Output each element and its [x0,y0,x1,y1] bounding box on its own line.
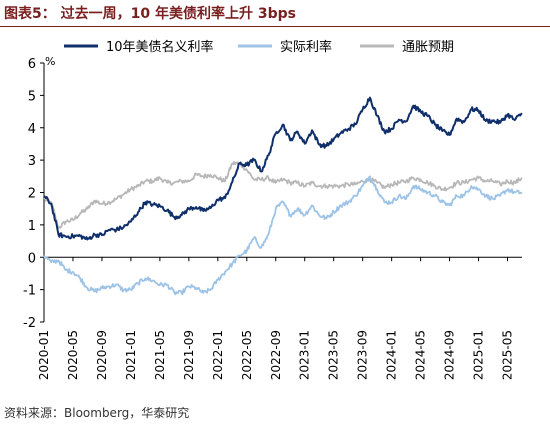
x-tick-label: 2021-05 [153,330,167,380]
y-tick-label: 0 [28,251,36,266]
x-tick-label: 2024-05 [414,330,428,380]
axes: -2 -1 0 1 2 3 4 5 6 % 2020-01 2020-05 2020-09 2021-01… [23,55,522,380]
x-tick-label: 2023-09 [356,330,370,380]
y-tick-label: 3 [28,154,36,169]
y-tick-label: 5 [28,89,36,104]
legend: 10年美债名义利率 实际利率 通胀预期 [64,39,454,55]
series-line-3 [43,161,523,229]
legend-label-2: 实际利率 [280,39,332,55]
x-tick-label: 2020-05 [66,330,80,380]
x-tick-label: 2024-01 [385,330,399,380]
legend-label-3: 通胀预期 [402,40,454,55]
y-tick-label: 1 [28,219,36,234]
series-line-1 [43,96,523,241]
x-tick-label: 2023-05 [327,330,341,380]
y-tick-label: 2 [28,187,36,202]
y-tick-label: -2 [23,316,36,331]
x-tick-label: 2025-05 [501,330,515,380]
x-tick-label: 2025-01 [472,330,486,380]
x-tick-label: 2021-01 [124,330,138,380]
figure-title: 图表5： 过去一周，10 年美债利率上升 3bps [4,6,296,22]
x-tick-label: 2023-01 [298,330,312,380]
series-line-2 [43,175,523,296]
x-tick-label: 2024-09 [443,330,457,380]
x-tick-label: 2020-09 [95,330,109,380]
figure-title-bar: 图表5： 过去一周，10 年美债利率上升 3bps [0,0,550,27]
y-unit-label: % [45,55,55,68]
x-tick-label: 2021-09 [182,330,196,380]
title-divider [0,26,550,27]
x-tick-label: 2022-09 [269,330,283,380]
x-tick-label: 2022-01 [211,330,225,380]
source-note: 资料来源：Bloomberg，华泰研究 [4,406,190,420]
line-chart: -2 -1 0 1 2 3 4 5 6 % 2020-01 2020-05 2020-09 2021-01… [23,39,523,380]
series-layer [43,96,523,296]
legend-label-1: 10年美债名义利率 [106,39,214,55]
y-tick-label: -1 [23,284,36,299]
y-tick-label: 6 [28,57,36,72]
y-tick-label: 4 [28,122,36,137]
x-tick-label: 2020-01 [37,330,51,380]
x-tick-label: 2022-05 [240,330,254,380]
